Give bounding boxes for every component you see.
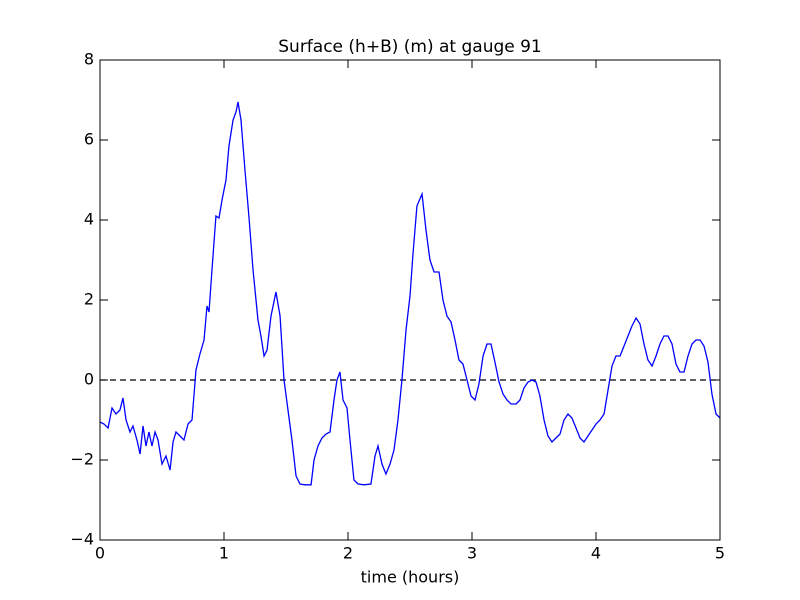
chart-title: Surface (h+B) (m) at gauge 91 xyxy=(278,37,542,57)
y-tick-label: 2 xyxy=(84,290,94,309)
x-tick-label: 5 xyxy=(715,544,725,563)
y-tick-label: −2 xyxy=(70,450,94,469)
x-tick-label: 2 xyxy=(343,544,353,563)
x-axis-label: time (hours) xyxy=(361,568,460,587)
x-tick-label: 3 xyxy=(467,544,477,563)
y-tick-label: 8 xyxy=(84,50,94,69)
y-tick-label: 6 xyxy=(84,130,94,149)
data-line xyxy=(99,101,721,486)
y-tick-label: 0 xyxy=(84,370,94,389)
x-tick-label: 0 xyxy=(95,544,105,563)
y-tick-label: 4 xyxy=(84,210,94,229)
x-tick-label: 1 xyxy=(219,544,229,563)
x-tick-label: 4 xyxy=(591,544,601,563)
y-tick-label: −4 xyxy=(70,530,94,549)
